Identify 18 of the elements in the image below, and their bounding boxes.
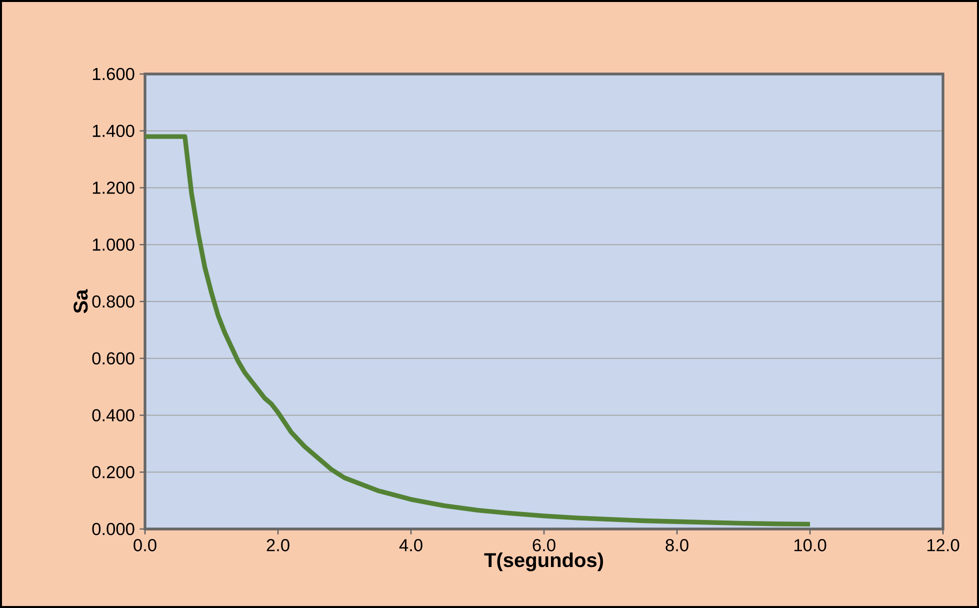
y-tick-label: 0.000 (92, 522, 134, 536)
x-tick-label: 0.0 (134, 539, 156, 552)
x-tick-label: 10.0 (794, 539, 826, 552)
y-tick-label: 0.600 (92, 352, 134, 365)
y-tick-label: 0.200 (92, 466, 134, 478)
x-tick-label: 6.0 (532, 539, 556, 552)
y-axis-title: Sa (74, 289, 88, 314)
x-tick-label: 8.0 (666, 539, 688, 552)
x-tick-label: 2.0 (266, 539, 290, 552)
x-axis-title: T(segundos) (484, 552, 604, 572)
y-tick-label: 1.200 (92, 182, 134, 194)
y-tick-label: 0.800 (92, 295, 134, 308)
y-tick-label: 1.600 (92, 68, 134, 80)
y-tick-label: 0.400 (92, 409, 134, 422)
x-tick-label: 12.0 (927, 539, 960, 552)
y-tick-label: 1.400 (92, 124, 134, 138)
y-tick-label: 1.000 (92, 238, 134, 251)
x-tick-label: 4.0 (399, 539, 422, 552)
